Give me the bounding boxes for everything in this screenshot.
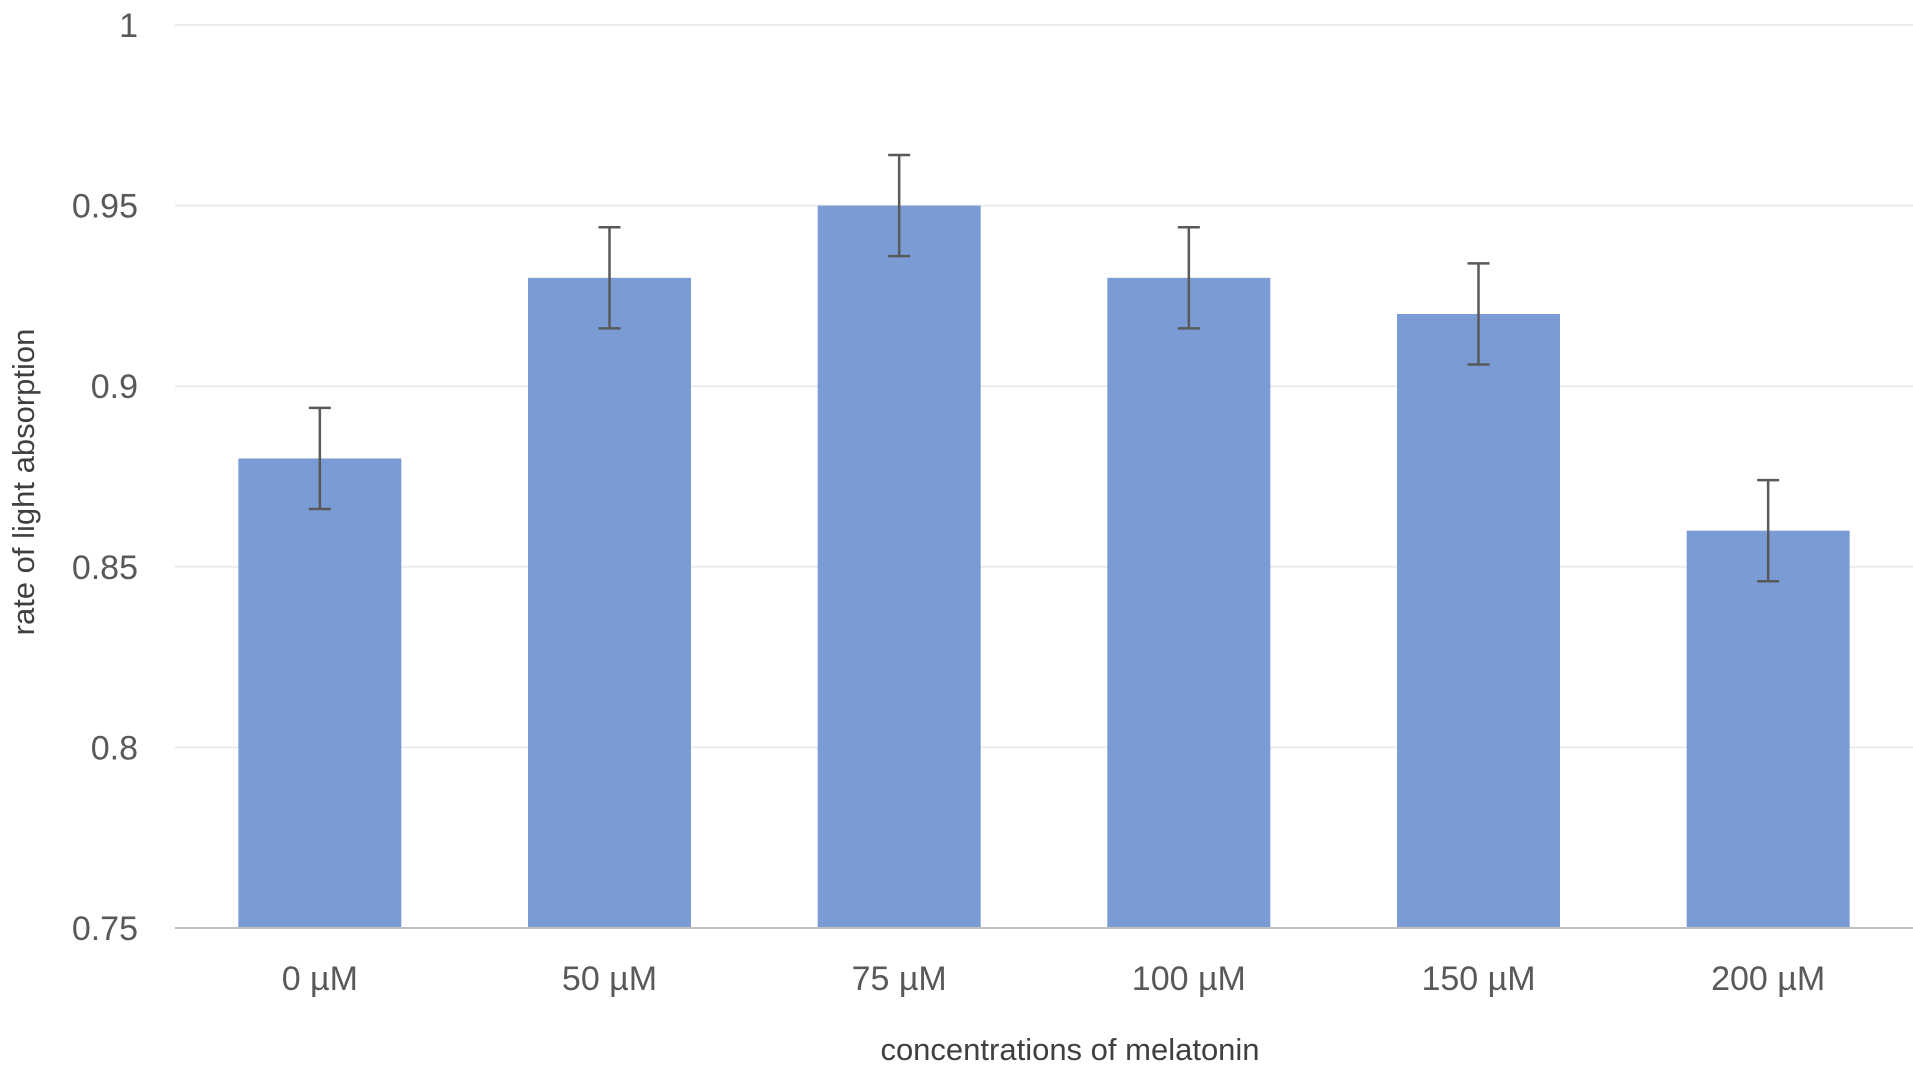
x-tick-label: 75 µM — [852, 960, 947, 998]
gridlines — [175, 24, 1913, 749]
x-tick-label: 200 µM — [1711, 960, 1825, 998]
x-axis-tick-labels: 0 µM 50 µM 75 µM 100 µM 150 µM 200 µM — [282, 960, 1826, 998]
error-bars — [308, 153, 1780, 583]
bar — [1107, 277, 1271, 929]
x-tick-label: 0 µM — [282, 960, 358, 998]
x-axis-title: concentrations of melatonin — [880, 1032, 1259, 1067]
y-axis-title: rate of light absorption — [6, 329, 41, 636]
y-axis-tick-labels: 0.75 0.8 0.85 0.9 0.95 1 — [72, 7, 138, 948]
bar — [528, 277, 691, 929]
x-tick-label: 150 µM — [1421, 960, 1535, 998]
x-tick-label: 100 µM — [1132, 960, 1246, 998]
bar — [238, 458, 402, 928]
y-tick-label: 0.75 — [72, 910, 138, 948]
bar — [817, 205, 981, 929]
bars — [238, 205, 1850, 929]
y-tick-label: 0.95 — [72, 188, 138, 226]
bar — [1686, 530, 1850, 928]
y-tick-label: 0.85 — [72, 549, 138, 587]
bar — [1397, 313, 1560, 929]
y-tick-label: 0.8 — [91, 729, 138, 767]
x-tick-label: 50 µM — [562, 960, 657, 998]
y-tick-label: 1 — [119, 7, 138, 45]
y-tick-label: 0.9 — [91, 368, 138, 406]
